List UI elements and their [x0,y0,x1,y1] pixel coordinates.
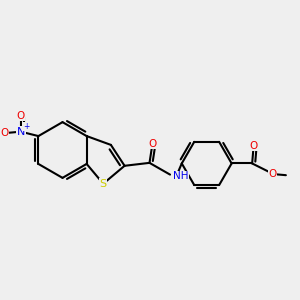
Text: +: + [23,122,29,131]
Text: O: O [250,141,258,151]
Text: S: S [100,179,107,189]
Text: ⁻: ⁻ [0,129,4,138]
Text: O: O [17,110,25,121]
Text: O: O [1,128,9,138]
Text: O: O [148,139,157,149]
Text: N: N [16,127,25,137]
Text: NH: NH [173,171,188,181]
Text: O: O [268,169,277,179]
